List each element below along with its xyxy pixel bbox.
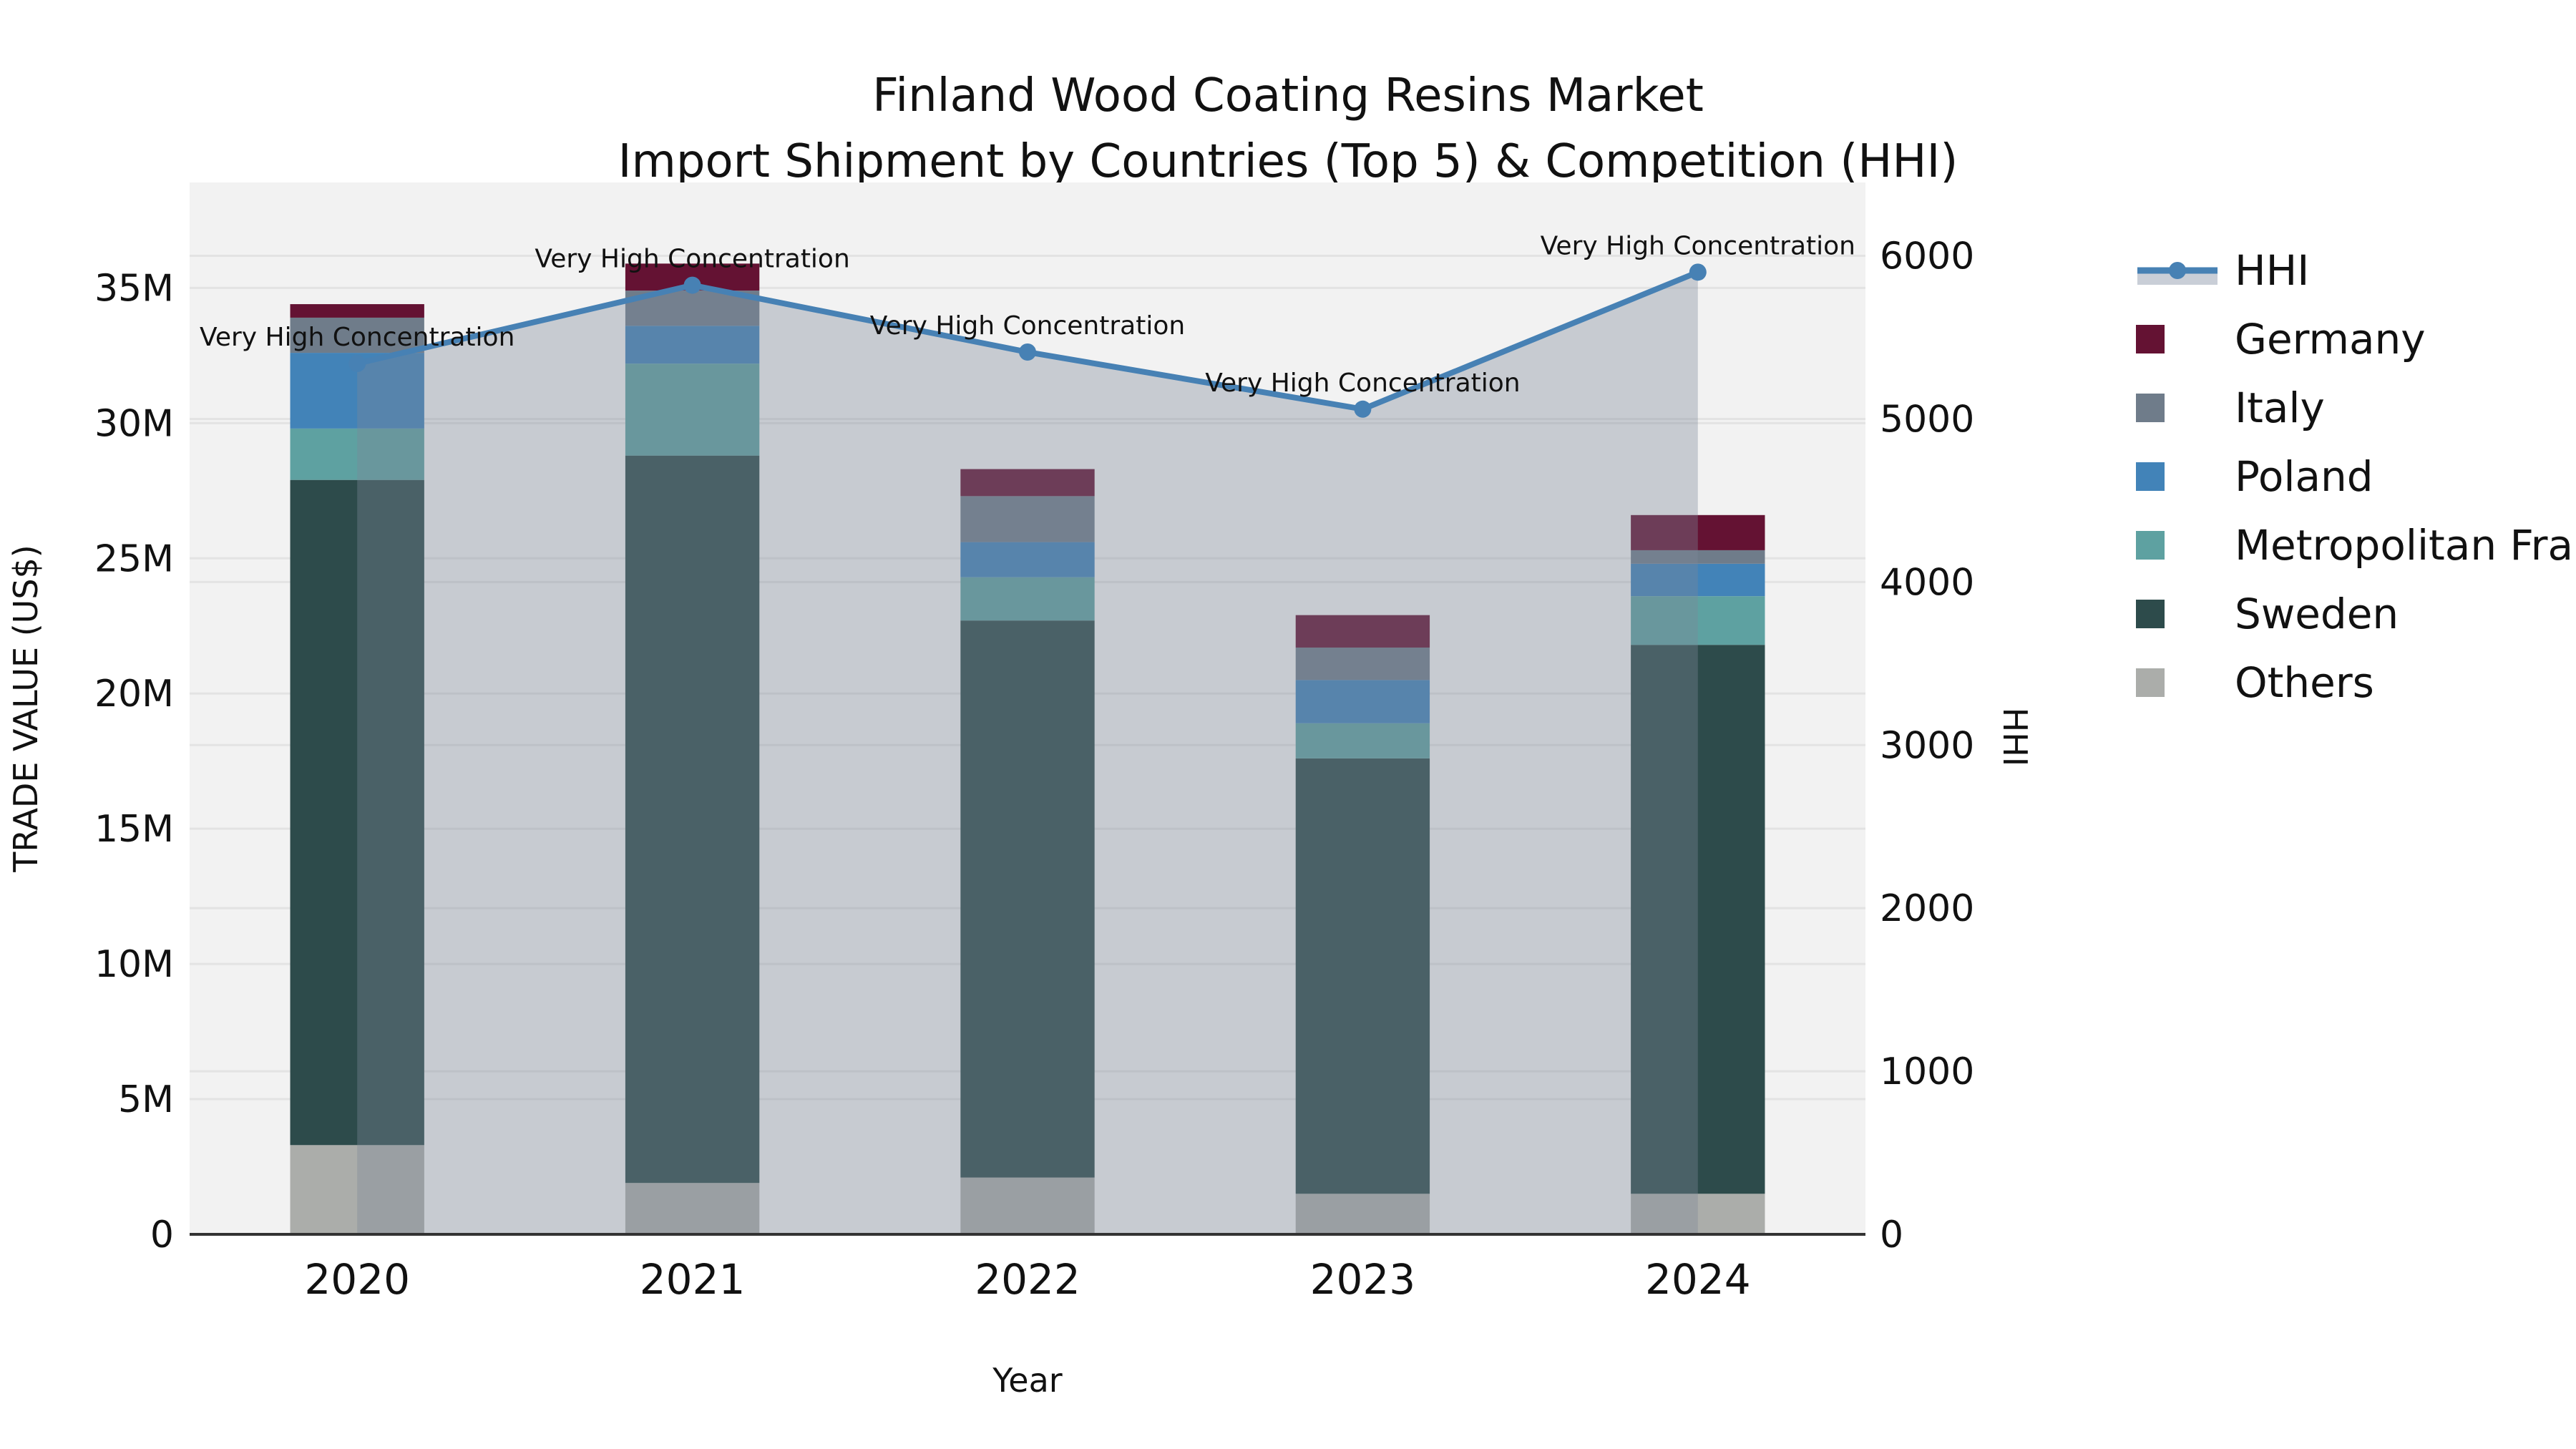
legend-item-poland[interactable]: Poland (2136, 442, 2576, 511)
legend-item-hhi[interactable]: HHI (2136, 236, 2576, 305)
hhi-marker (683, 276, 701, 294)
x-axis-title: Year (992, 1361, 1062, 1400)
bar-segment-sweden (290, 479, 424, 1146)
legend: HHI Germany Italy Poland Metropolitan France… (2136, 236, 2576, 717)
color-swatch-icon (2136, 325, 2222, 353)
legend-item-germany[interactable]: Germany (2136, 305, 2576, 374)
bar-segment-germany (1295, 615, 1430, 648)
x-tick-label: 2020 (304, 1255, 410, 1304)
legend-item-metropolitan-france[interactable]: Metropolitan France (2136, 511, 2576, 580)
y-left-tick-label: 10M (94, 943, 174, 986)
hhi-marker (1019, 343, 1036, 361)
bar-segment-metropolitan-france (960, 577, 1095, 621)
color-swatch-icon (2136, 600, 2222, 628)
hhi-marker (348, 354, 366, 372)
y-right-tick-label: 0 (1880, 1214, 1903, 1257)
x-tick-label: 2021 (640, 1255, 746, 1304)
bar-segment-poland (625, 326, 760, 364)
y-left-tick-label: 25M (94, 537, 174, 580)
y-left-tick-label: 5M (118, 1078, 174, 1121)
bar-segment-metropolitan-france (625, 364, 760, 456)
y-right-axis-title: HHI (1996, 708, 2034, 767)
bar-segment-metropolitan-france (1295, 723, 1430, 758)
y-right-tick-label: 2000 (1880, 887, 1974, 930)
hhi-annotation: Very High Concentration (870, 311, 1185, 341)
y-left-tick-label: 15M (94, 808, 174, 851)
bar-segment-sweden (1631, 645, 1765, 1194)
legend-label: Poland (2235, 452, 2373, 501)
legend-label: Metropolitan France (2235, 521, 2576, 570)
legend-label: Sweden (2235, 590, 2399, 638)
hhi-annotation: Very High Concentration (1541, 231, 1855, 260)
bar-segment-others (960, 1177, 1095, 1234)
bar-segment-italy (1631, 550, 1765, 564)
bar-segment-others (1631, 1194, 1765, 1234)
bar-segment-metropolitan-france (290, 428, 424, 480)
y-left-tick-label: 20M (94, 673, 174, 716)
legend-item-others[interactable]: Others (2136, 648, 2576, 717)
bar-segment-metropolitan-france (1631, 596, 1765, 645)
bar-segment-italy (290, 317, 424, 353)
bar-segment-sweden (1295, 758, 1430, 1194)
hhi-annotation: Very High Concentration (200, 323, 514, 352)
chart-title: Finland Wood Coating Resins Market Impor… (0, 63, 2576, 195)
hhi-marker (1354, 400, 1372, 418)
color-swatch-icon (2136, 462, 2222, 491)
bar-segment-germany (290, 304, 424, 318)
color-swatch-icon (2136, 668, 2222, 697)
bar-segment-sweden (625, 455, 760, 1184)
y-right-tick-label: 1000 (1880, 1050, 1974, 1093)
bar-segment-poland (1631, 563, 1765, 597)
color-swatch-icon (2136, 394, 2222, 422)
y-left-tick-label: 35M (94, 267, 174, 310)
hhi-marker (1689, 263, 1707, 281)
hhi-area-fill (357, 272, 1698, 1234)
color-swatch-icon (2136, 531, 2222, 560)
y-left-tick-label: 0 (150, 1214, 174, 1257)
y-left-axis-title: TRADE VALUE (US$) (6, 545, 45, 872)
hhi-annotation: Very High Concentration (535, 245, 849, 274)
bar-segment-poland (960, 542, 1095, 577)
chart-title-line1: Finland Wood Coating Resins Market (872, 69, 1704, 122)
y-right-tick-label: 3000 (1880, 724, 1974, 767)
legend-label: HHI (2235, 246, 2310, 295)
legend-item-sweden[interactable]: Sweden (2136, 580, 2576, 648)
bar-segment-italy (1295, 647, 1430, 680)
legend-label: Others (2235, 658, 2374, 707)
hhi-line-swatch-icon (2136, 253, 2222, 288)
chart-title-line2: Import Shipment by Countries (Top 5) & C… (618, 135, 1958, 188)
y-right-tick-label: 5000 (1880, 398, 1974, 441)
bar-segment-germany (960, 469, 1095, 497)
bar-segment-italy (960, 496, 1095, 542)
y-right-tick-label: 6000 (1880, 235, 1974, 278)
hhi-annotation: Very High Concentration (1205, 369, 1520, 398)
bar-segment-poland (1295, 680, 1430, 723)
y-right-tick-label: 4000 (1880, 561, 1974, 604)
bar-segment-others (625, 1183, 760, 1234)
bar-segment-sweden (960, 620, 1095, 1178)
legend-label: Germany (2235, 315, 2426, 364)
y-left-tick-label: 30M (94, 402, 174, 445)
bar-segment-others (290, 1145, 424, 1234)
legend-label: Italy (2235, 384, 2325, 432)
x-tick-label: 2023 (1310, 1255, 1416, 1304)
legend-item-italy[interactable]: Italy (2136, 374, 2576, 442)
x-tick-label: 2024 (1645, 1255, 1751, 1304)
bar-segment-others (1295, 1194, 1430, 1234)
x-tick-label: 2022 (975, 1255, 1080, 1304)
bar-segment-germany (1631, 514, 1765, 550)
